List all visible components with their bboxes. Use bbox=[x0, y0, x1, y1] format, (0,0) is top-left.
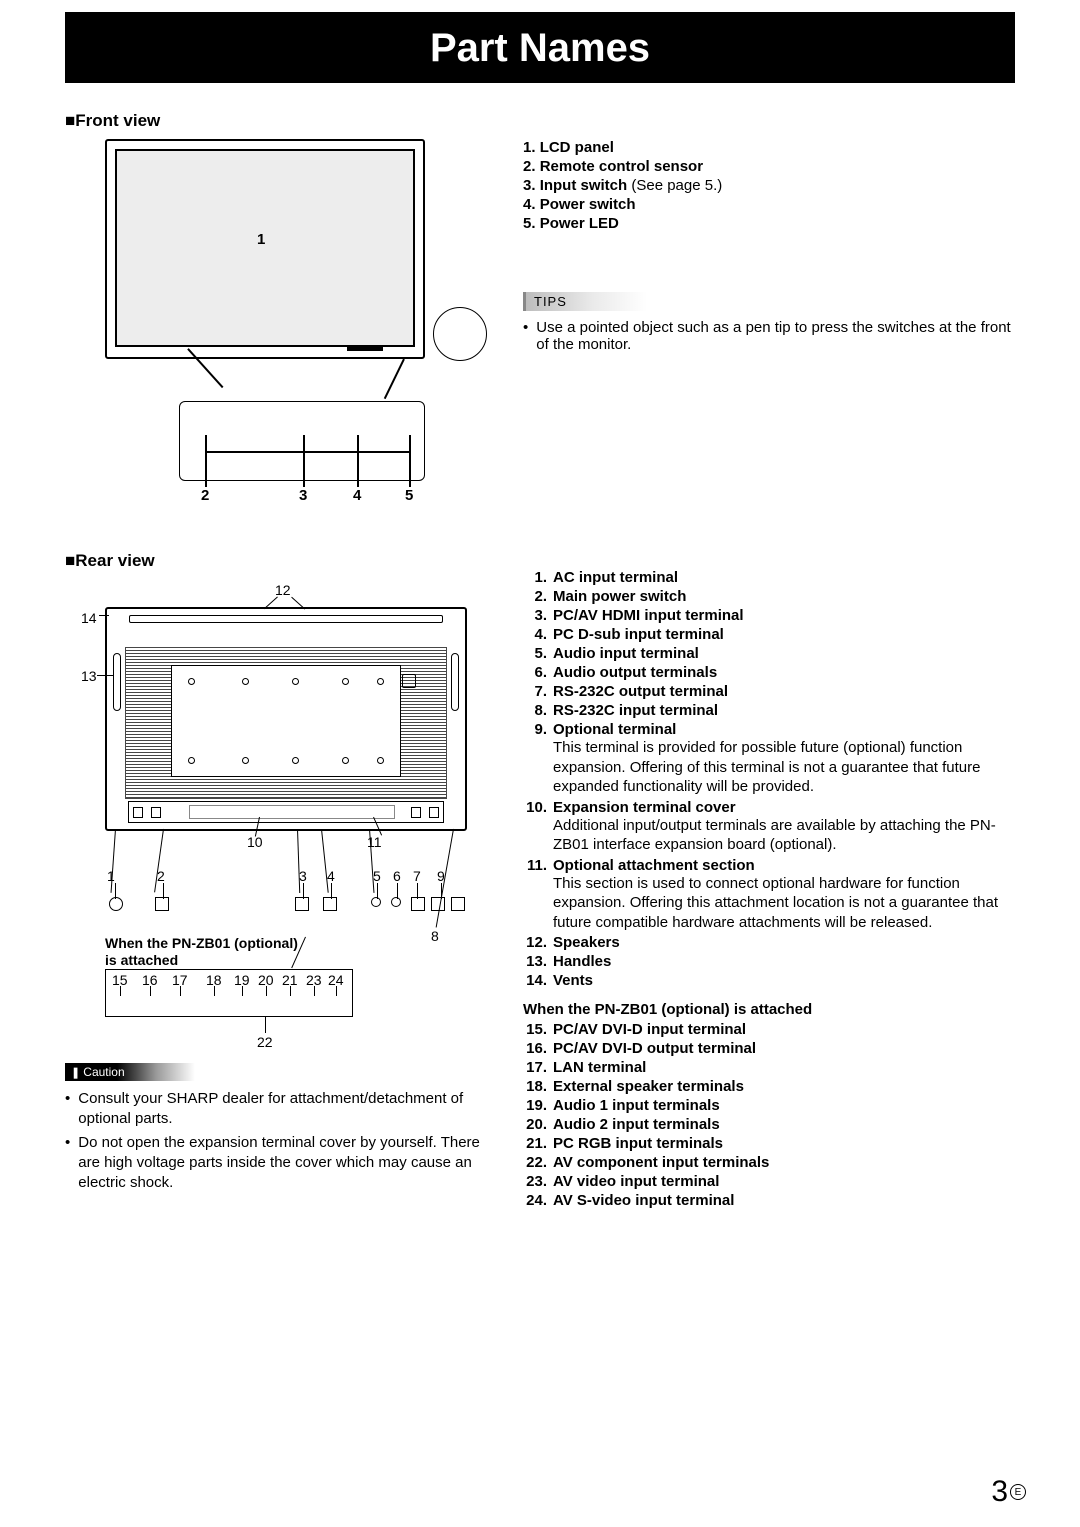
page-number: 3E bbox=[991, 1475, 1026, 1509]
tips-box: TIPS Use a pointed object such as a pen … bbox=[523, 292, 1015, 353]
title-bar: Part Names bbox=[65, 12, 1015, 83]
front-list: 1. LCD panel 2. Remote control sensor 3.… bbox=[523, 139, 1015, 232]
tips-text: Use a pointed object such as a pen tip t… bbox=[536, 319, 1015, 353]
front-view-heading: ■Front view bbox=[65, 111, 505, 131]
front-view-diagram: 1 INPUT ⏻ 2 3 4 5 bbox=[105, 139, 465, 499]
rear-callout-14: 14 bbox=[81, 611, 97, 625]
page-title: Part Names bbox=[65, 26, 1015, 71]
terminal-row-2: 15 16 17 18 19 20 21 23 24 bbox=[105, 969, 353, 1017]
caution-body: Consult your SHARP dealer for attachment… bbox=[65, 1089, 505, 1193]
front-view-section: ■Front view 1 INPUT ⏻ bbox=[65, 111, 1015, 499]
front-callout-2: 2 bbox=[201, 487, 209, 504]
rear-view-heading: ■Rear view bbox=[65, 551, 505, 571]
rear-callout-13: 13 bbox=[81, 669, 97, 683]
front-callout-1: 1 bbox=[257, 231, 265, 248]
rear-callout-12: 12 bbox=[275, 583, 291, 597]
rear-list: 1.AC input terminal 2.Main power switch … bbox=[523, 569, 1015, 989]
rear-view-diagram: 12 14 13 bbox=[75, 579, 495, 1049]
front-callout-5: 5 bbox=[405, 487, 413, 504]
rear-callout-22: 22 bbox=[257, 1035, 273, 1049]
front-callout-3: 3 bbox=[299, 487, 307, 504]
zb01-diagram-label: When the PN-ZB01 (optional) is attached bbox=[105, 935, 305, 969]
rear-callout-8: 8 bbox=[431, 929, 439, 943]
caution-label: Caution bbox=[65, 1063, 195, 1081]
front-callout-4: 4 bbox=[353, 487, 361, 504]
detail-circle bbox=[433, 307, 487, 361]
zb01-subhead: When the PN-ZB01 (optional) is attached bbox=[523, 1001, 1015, 1018]
rear-callout-10: 10 bbox=[247, 835, 263, 849]
rear-list-zb01: 15.PC/AV DVI-D input terminal 16.PC/AV D… bbox=[523, 1021, 1015, 1209]
tips-label: TIPS bbox=[523, 292, 647, 311]
rear-view-section: ■Rear view 12 14 13 bbox=[65, 551, 1015, 1211]
terminal-row-1: 1 2 3 4 5 6 7 9 bbox=[113, 887, 469, 925]
